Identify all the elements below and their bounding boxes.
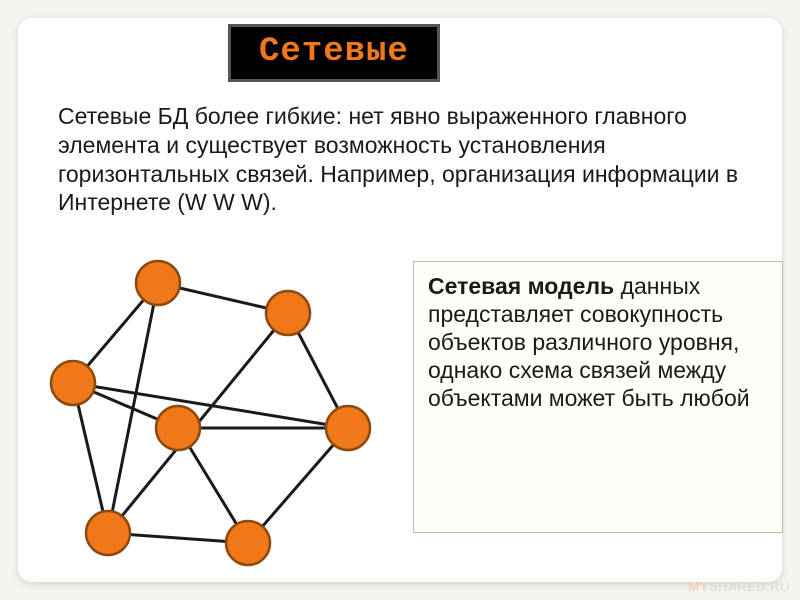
watermark-orange: MY [688, 579, 709, 594]
graph-edge [73, 383, 348, 428]
title-box: Сетевые [228, 24, 440, 82]
graph-node [226, 521, 270, 565]
title-text: Сетевые [259, 33, 409, 71]
graph-node [51, 361, 95, 405]
main-paragraph: Сетевые БД более гибкие: нет явно выраже… [58, 102, 758, 217]
graph-node [136, 261, 180, 305]
slide-container: Сетевые Сетевые БД более гибкие: нет явн… [18, 18, 782, 582]
network-diagram [38, 253, 398, 573]
sidebox-bold: Сетевая модель [428, 273, 614, 299]
graph-node [156, 406, 200, 450]
watermark-gray: SHARED.RU [709, 579, 790, 594]
watermark: MYSHARED.RU [688, 579, 790, 594]
graph-node [326, 406, 370, 450]
graph-node [266, 291, 310, 335]
side-definition-box: Сетевая модель данных представляет совок… [413, 261, 783, 533]
graph-node [86, 511, 130, 555]
